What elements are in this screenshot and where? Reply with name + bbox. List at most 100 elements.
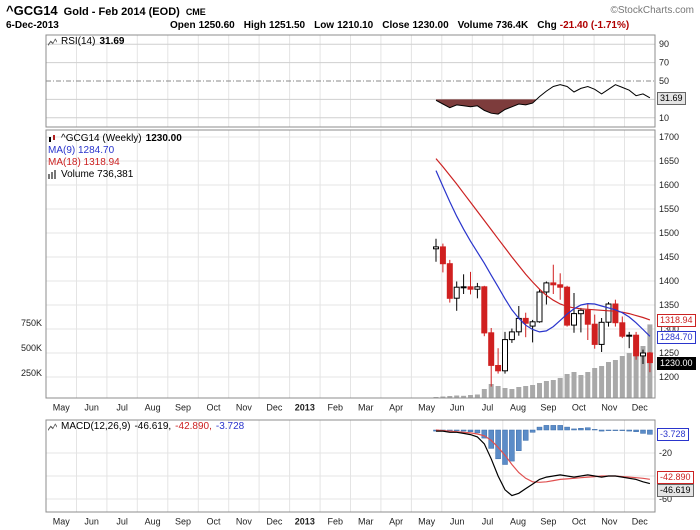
- volume-bar: [557, 378, 563, 398]
- month-label: Aug: [145, 403, 161, 413]
- volume-bar: [606, 362, 611, 398]
- month-label: Dec: [632, 403, 649, 413]
- rsi-legend: RSI(14) 31.69: [48, 36, 124, 47]
- symbol-description: Gold - Feb 2014 (EOD): [63, 6, 180, 18]
- macd-histogram-bar: [516, 429, 522, 451]
- month-label: May: [53, 517, 71, 527]
- candle-body: [591, 323, 598, 345]
- volume-bar: [454, 395, 460, 398]
- candlestick-chart-icon: [48, 134, 57, 143]
- macd-legend: MACD(12,26,9) -46.619, -42.890, -3.728: [48, 421, 244, 432]
- candle-body: [453, 286, 460, 299]
- macd-line: [436, 430, 651, 497]
- volume-tick-label: 250K: [21, 368, 42, 378]
- price-tick-label: 1700: [659, 132, 679, 142]
- month-label: Dec: [632, 517, 649, 527]
- candle-body: [508, 331, 515, 341]
- macd-histogram-bar: [536, 426, 543, 431]
- candle-body: [646, 352, 653, 364]
- volume-bar: [550, 380, 556, 398]
- macd-histogram-bar: [598, 429, 605, 432]
- ticker-symbol: ^GCG14: [6, 3, 58, 18]
- month-label: Mar: [358, 403, 374, 413]
- month-label: Jun: [450, 517, 465, 527]
- candle-body: [571, 313, 577, 326]
- quote-field-change: Chg -21.40 (-1.71%): [537, 20, 630, 31]
- month-label: Jul: [482, 517, 494, 527]
- main-legend-close: 1230.00: [145, 133, 182, 144]
- rsi-line: [435, 84, 651, 115]
- macd-histogram-bar: [626, 429, 632, 432]
- ma9-line: [435, 170, 651, 337]
- macd-legend-value-macd: -46.619,: [134, 421, 172, 432]
- rsi-panel-border: [45, 34, 656, 128]
- macd-histogram-bar: [529, 429, 536, 433]
- macd-histogram-bar: [550, 425, 557, 431]
- quote-summary: Open 1250.60 High 1251.50 Low 1210.10 Close…: [170, 20, 629, 31]
- volume-bar: [461, 395, 467, 398]
- volume-legend: Volume 736,381: [48, 169, 133, 180]
- chart-header: ^GCG14 Gold - Feb 2014 (EOD) CME: [6, 3, 206, 18]
- month-label: Jun: [84, 403, 99, 413]
- month-label: Sep: [540, 517, 556, 527]
- volume-bar: [571, 372, 577, 398]
- macd-histogram-bar: [502, 429, 508, 465]
- macd-value-box: -46.619: [657, 484, 694, 497]
- volume-bar: [619, 356, 625, 398]
- candle-body: [460, 286, 467, 289]
- month-label: Feb: [328, 517, 344, 527]
- macd-histogram-bar: [564, 426, 570, 431]
- volume-bar: [537, 383, 542, 398]
- volume-bar: [488, 384, 494, 398]
- month-label: Jul: [482, 403, 494, 413]
- macd-histogram-bar: [460, 429, 467, 432]
- price-tick-label: 1600: [659, 180, 679, 190]
- volume-bar: [626, 353, 632, 398]
- volume-bar: [599, 366, 605, 398]
- candle-body: [502, 339, 508, 372]
- volume-bar: [564, 374, 570, 398]
- macd-tick-label: -60: [659, 494, 672, 504]
- candle-body: [495, 365, 502, 372]
- price-tick-label: 1550: [659, 204, 679, 214]
- quote-field-open: Open 1250.60: [170, 20, 235, 31]
- candle-body: [612, 303, 619, 324]
- volume-bar: [578, 375, 584, 398]
- month-label: Mar: [358, 517, 374, 527]
- volume-tick-label: 750K: [21, 318, 42, 328]
- macd-histogram-bar: [605, 429, 612, 431]
- volume-bar: [440, 396, 446, 398]
- volume-bar: [543, 381, 549, 398]
- volume-bar: [447, 396, 453, 398]
- volume-bar: [585, 372, 591, 398]
- macd-histogram-bar: [585, 427, 591, 431]
- macd-legend-value-hist: -3.728: [215, 421, 245, 432]
- month-label: Apr: [389, 403, 403, 413]
- month-label: Oct: [206, 403, 221, 413]
- macd-histogram-bar: [571, 428, 577, 431]
- candle-body: [439, 246, 446, 265]
- rsi-value-box: 31.69: [657, 92, 686, 105]
- month-label: Apr: [389, 517, 403, 527]
- candle-body: [605, 303, 612, 323]
- ma18-legend-label: MA(18) 1318.94: [48, 157, 120, 168]
- rsi-oversold-fill: [436, 99, 537, 115]
- line-chart-icon: [48, 38, 57, 46]
- month-label: Jun: [450, 403, 465, 413]
- candle-body: [522, 317, 529, 324]
- price-tick-label: 1250: [659, 348, 679, 358]
- volume-bar: [474, 394, 480, 398]
- volume-bar: [612, 360, 618, 398]
- volume-bar: [495, 386, 501, 398]
- macd-signal-line: [435, 429, 650, 483]
- rsi-tick-label: 90: [659, 39, 669, 49]
- macd-signal-value-box: -42.890: [657, 471, 694, 484]
- main-legend-symbol: ^GCG14 (Weekly): [61, 133, 142, 144]
- month-label: Aug: [510, 517, 526, 527]
- macd-hist-value-box: -3.728: [657, 428, 689, 441]
- candle-body: [633, 334, 640, 357]
- month-label: Sep: [175, 403, 191, 413]
- macd-legend-label: MACD(12,26,9): [61, 421, 131, 432]
- month-label: Aug: [510, 403, 526, 413]
